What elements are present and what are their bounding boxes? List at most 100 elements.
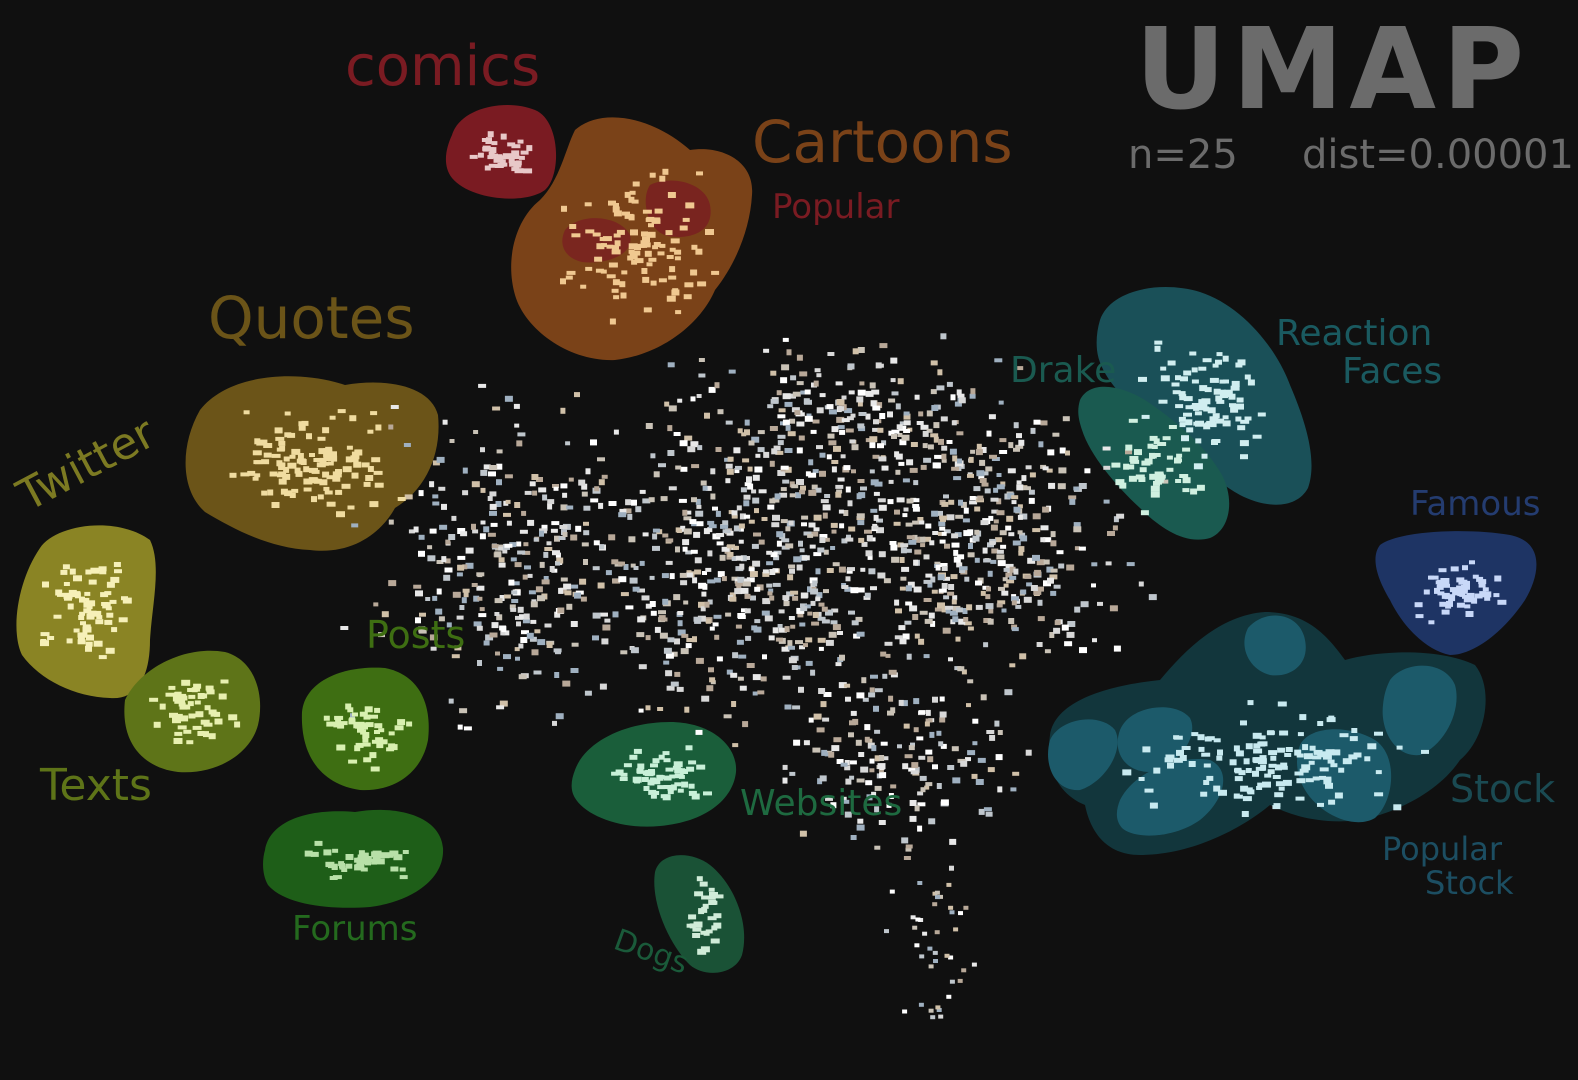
thumbnail — [323, 456, 332, 461]
thumbnail — [690, 269, 698, 276]
thumbnail — [297, 453, 304, 459]
thumbnail — [940, 333, 947, 340]
thumbnail — [817, 616, 826, 621]
thumbnail — [1016, 480, 1022, 485]
thumbnail — [365, 859, 371, 866]
thumbnail — [188, 694, 196, 699]
thumbnail — [1206, 775, 1214, 781]
thumbnail — [643, 307, 652, 313]
thumbnail — [1446, 600, 1453, 607]
thumbnail — [515, 656, 520, 661]
thumbnail — [611, 771, 619, 776]
thumbnail — [1115, 479, 1125, 486]
thumbnail — [897, 378, 904, 385]
thumbnail — [665, 230, 673, 236]
thumbnail — [1215, 359, 1222, 365]
thumbnail — [777, 440, 784, 446]
thumbnail — [646, 770, 656, 776]
thumbnail — [511, 155, 520, 160]
thumbnail — [323, 715, 330, 721]
thumbnail — [648, 223, 654, 228]
thumbnail — [671, 289, 680, 296]
thumbnail — [987, 570, 993, 577]
thumbnail — [479, 607, 485, 612]
thumbnail — [878, 456, 887, 462]
thumbnail — [939, 563, 948, 567]
thumbnail — [456, 572, 463, 577]
thumbnail — [325, 450, 333, 457]
thumbnail — [696, 394, 702, 398]
thumbnail — [1259, 755, 1267, 760]
thumbnail — [174, 731, 183, 736]
thumbnail — [404, 494, 413, 500]
thumbnail — [1253, 743, 1261, 749]
thumbnail — [583, 521, 589, 526]
thumbnail — [1011, 596, 1019, 602]
thumbnail — [1112, 525, 1118, 531]
thumbnail — [597, 457, 605, 462]
thumbnail — [510, 557, 517, 562]
thumbnail — [894, 509, 900, 515]
thumbnail — [203, 722, 213, 727]
thumbnail — [955, 636, 961, 642]
label-drake: Drake — [1010, 350, 1116, 391]
thumbnail — [254, 473, 261, 478]
thumbnail — [511, 590, 518, 595]
thumbnail — [902, 478, 910, 483]
label-cartoons: Cartoons — [752, 108, 1013, 176]
thumbnail — [948, 905, 954, 910]
thumbnail — [429, 528, 437, 534]
thumbnail — [903, 429, 911, 433]
thumbnail — [380, 852, 390, 859]
thumbnail — [644, 250, 652, 257]
thumbnail — [825, 795, 833, 801]
thumbnail — [983, 558, 992, 563]
thumbnail — [347, 505, 355, 510]
thumbnail — [900, 547, 907, 554]
thumbnail — [642, 209, 652, 214]
thumbnail — [905, 844, 913, 849]
thumbnail — [1102, 446, 1111, 451]
thumbnail — [813, 380, 819, 387]
thumbnail — [955, 607, 963, 613]
thumbnail — [195, 711, 204, 718]
thumbnail — [516, 541, 522, 547]
thumbnail — [822, 717, 830, 722]
thumbnail — [986, 430, 992, 437]
thumbnail — [584, 202, 592, 207]
thumbnail — [669, 573, 675, 580]
thumbnail — [900, 543, 909, 548]
thumbnail — [571, 233, 581, 238]
thumbnail — [709, 892, 718, 897]
thumbnail — [1010, 787, 1017, 792]
thumbnail — [677, 788, 684, 793]
thumbnail — [1006, 515, 1014, 522]
thumbnail — [884, 641, 893, 646]
thumbnail — [1326, 717, 1336, 723]
thumbnail — [819, 452, 826, 458]
thumbnail — [1097, 601, 1103, 606]
thumbnail — [1462, 565, 1468, 571]
thumbnail — [1181, 435, 1189, 442]
thumbnail — [1259, 735, 1266, 740]
thumbnail — [784, 626, 790, 633]
thumbnail — [369, 714, 378, 719]
thumbnail — [684, 706, 690, 713]
thumbnail — [1242, 796, 1252, 802]
thumbnail — [276, 447, 285, 452]
thumbnail — [857, 423, 865, 429]
thumbnail — [1018, 439, 1025, 446]
thumbnail — [1038, 441, 1044, 448]
thumbnail — [523, 542, 529, 547]
thumbnail — [661, 573, 669, 579]
thumbnail — [998, 586, 1005, 591]
thumbnail — [912, 504, 920, 508]
thumbnail — [696, 521, 704, 527]
thumbnail — [963, 507, 969, 514]
thumbnail — [648, 497, 655, 503]
thumbnail — [694, 891, 704, 897]
thumbnail — [750, 595, 756, 601]
thumbnail — [1000, 481, 1006, 487]
thumbnail — [1176, 453, 1183, 458]
thumbnail — [1153, 438, 1160, 445]
